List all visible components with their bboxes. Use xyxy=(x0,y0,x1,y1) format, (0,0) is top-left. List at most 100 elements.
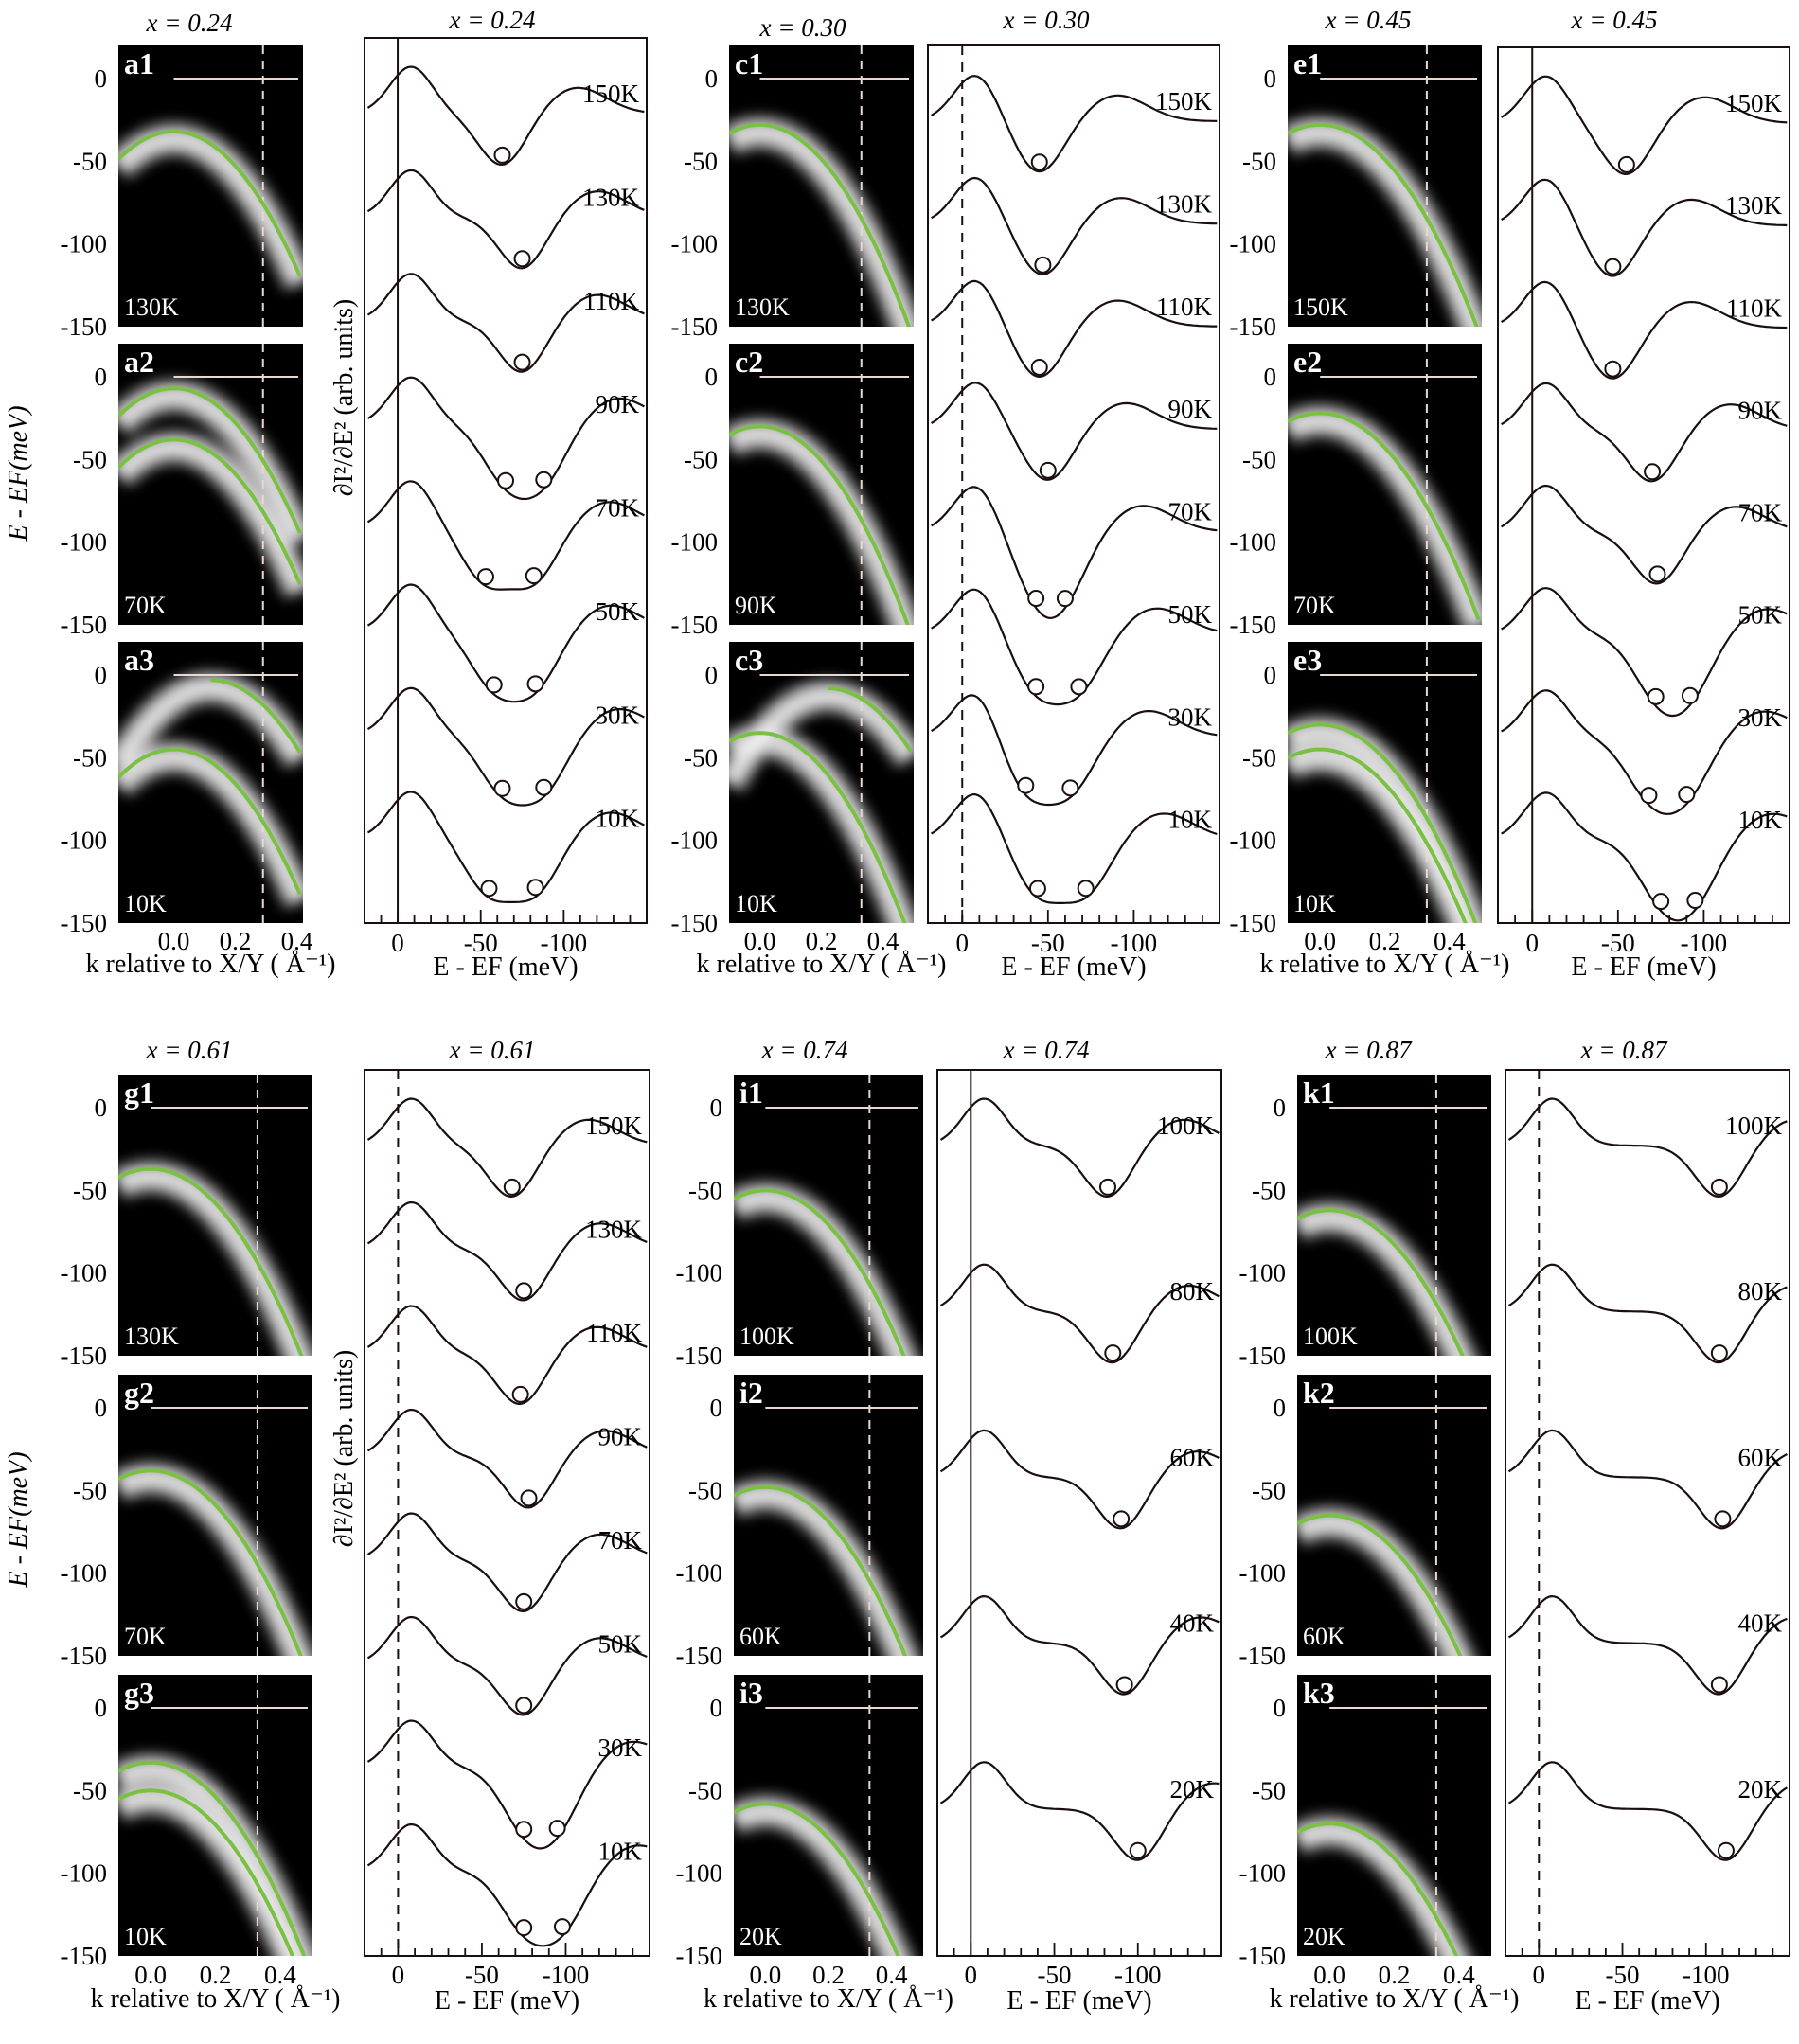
temperature-label-e2: 70K xyxy=(1293,592,1336,619)
dip-marker xyxy=(1681,686,1699,704)
plot-frame-d xyxy=(927,44,1220,924)
x-tick-label: -100 xyxy=(1111,929,1158,957)
band-fit-curve xyxy=(118,1166,304,1356)
spectral-intensity-core xyxy=(118,680,303,770)
panel-title-h: x = 0.61 xyxy=(449,1036,536,1064)
y-tick-label: -150 xyxy=(61,611,108,639)
spectrum-curve-70K xyxy=(931,486,1218,620)
heatmap-group-a2 xyxy=(118,344,303,625)
dip-marker xyxy=(493,146,511,164)
temperature-label: 60K xyxy=(1170,1443,1215,1471)
x-tick-label: 0.2 xyxy=(806,927,838,955)
x-tick-label: -50 xyxy=(1038,1961,1072,1989)
dip-marker xyxy=(1648,565,1666,583)
y-tick-label: 0 xyxy=(710,1394,723,1422)
heatmap-group-e1 xyxy=(1288,45,1482,327)
dip-marker xyxy=(1686,892,1704,910)
band-fit-curve xyxy=(1297,1513,1463,1656)
spectrum-curve-50K xyxy=(1501,587,1788,718)
dip-marker xyxy=(526,879,544,897)
dip-marker xyxy=(485,676,503,694)
y-tick-label: -150 xyxy=(671,312,719,341)
temperature-label-a3: 10K xyxy=(124,890,167,917)
x-tick-label: 0.0 xyxy=(749,1961,781,1989)
dip-marker xyxy=(553,1918,571,1936)
x-tick-label: 0.0 xyxy=(158,927,190,955)
dip-marker xyxy=(526,675,544,693)
x-tick-label: 0.4 xyxy=(1443,1961,1475,1989)
spectrum-curve-150K xyxy=(366,65,645,167)
spectral-intensity-core xyxy=(729,124,914,327)
temperature-label-g3: 10K xyxy=(124,1923,167,1950)
subpanel-letter-g2: g2 xyxy=(124,1376,154,1410)
heatmap-group-k1 xyxy=(1297,1075,1487,1356)
dip-marker xyxy=(1647,687,1665,705)
temperature-label: 50K xyxy=(1738,601,1783,630)
dip-marker xyxy=(1640,787,1658,805)
temperature-label: 90K xyxy=(598,1423,643,1451)
temperature-label-g1: 130K xyxy=(124,1323,179,1350)
temperature-label-a1: 130K xyxy=(124,293,179,321)
temperature-label: 30K xyxy=(596,701,640,729)
y-tick-label: 0 xyxy=(1274,1694,1287,1722)
intensity-layer xyxy=(1297,1815,1471,1956)
x-tick-label: -100 xyxy=(541,929,588,957)
band-fit-curve xyxy=(210,678,302,754)
spectrum-curve-70K xyxy=(1501,484,1788,585)
x-tick-label: 0.2 xyxy=(220,927,252,955)
temperature-label: 130K xyxy=(585,1216,643,1244)
x-tick-label: 0.0 xyxy=(744,927,776,955)
spectrum-curve-60K xyxy=(939,1429,1220,1530)
y-tick-label: 0 xyxy=(95,1093,108,1122)
dip-marker xyxy=(1027,590,1045,608)
spectral-intensity-core xyxy=(734,1190,909,1356)
y-tick-label: -150 xyxy=(1239,1942,1287,1970)
x-axis-label-d: E - EF (meV) xyxy=(1001,952,1146,982)
dip-marker xyxy=(513,250,531,268)
y-tick-label: -100 xyxy=(1230,230,1277,258)
x-tick-label: 0.4 xyxy=(1434,927,1466,955)
band-fit-curve xyxy=(118,129,302,277)
spectrum-curve-130K xyxy=(931,176,1218,275)
x-tick-label: 0.2 xyxy=(200,1961,232,1989)
spectrum-curve-70K xyxy=(366,1512,648,1613)
dip-marker xyxy=(1104,1344,1122,1362)
band-fit-curve xyxy=(1288,722,1478,923)
dip-marker xyxy=(511,1385,529,1403)
heatmap-group-c2 xyxy=(729,344,914,625)
temperature-label-k2: 60K xyxy=(1303,1623,1345,1650)
x-tick-label: 0 xyxy=(1525,929,1539,957)
y-tick-label: -50 xyxy=(73,147,107,175)
dip-marker xyxy=(515,1821,533,1839)
dip-marker xyxy=(1017,776,1035,794)
x-axis-label-a: k relative to X/Y ( Å⁻¹) xyxy=(86,950,336,979)
x-tick-label: -100 xyxy=(1681,929,1728,957)
intensity-layer xyxy=(118,1462,312,1656)
dip-marker xyxy=(476,568,494,586)
spectral-intensity-core xyxy=(1297,1823,1462,1956)
x-tick-label: 0.4 xyxy=(867,927,900,955)
panel-title-d: x = 0.30 xyxy=(1003,6,1090,34)
y-tick-label: -150 xyxy=(61,909,108,937)
y-tick-label: 0 xyxy=(1274,1394,1287,1422)
y-tick-label: -50 xyxy=(684,147,718,175)
x-tick-label: 0.0 xyxy=(1304,927,1336,955)
spectrum-curve-110K xyxy=(931,279,1218,379)
x-axis-label-e: k relative to X/Y ( Å⁻¹) xyxy=(1260,950,1510,979)
y-tick-label: -50 xyxy=(73,1776,107,1804)
x-tick-label: 0.2 xyxy=(812,1961,845,1989)
temperature-label: 110K xyxy=(1726,293,1782,322)
heatmap-group-g1 xyxy=(118,1075,312,1356)
y-tick-label: -100 xyxy=(676,1559,723,1588)
intensity-layer xyxy=(734,1478,920,1656)
temperature-label-c2: 90K xyxy=(735,592,777,619)
temperature-label: 80K xyxy=(1170,1277,1215,1306)
panel-title-c: x = 0.30 xyxy=(759,13,846,42)
dip-marker xyxy=(1129,1841,1147,1859)
panel-title-j: x = 0.74 xyxy=(1003,1036,1090,1064)
y-tick-label: 0 xyxy=(95,363,108,391)
band-fit-curve xyxy=(1288,747,1468,923)
band-fit-curve xyxy=(118,1760,307,1956)
y-tick-label: -50 xyxy=(684,743,718,772)
heatmap-group-i3 xyxy=(734,1675,918,1956)
